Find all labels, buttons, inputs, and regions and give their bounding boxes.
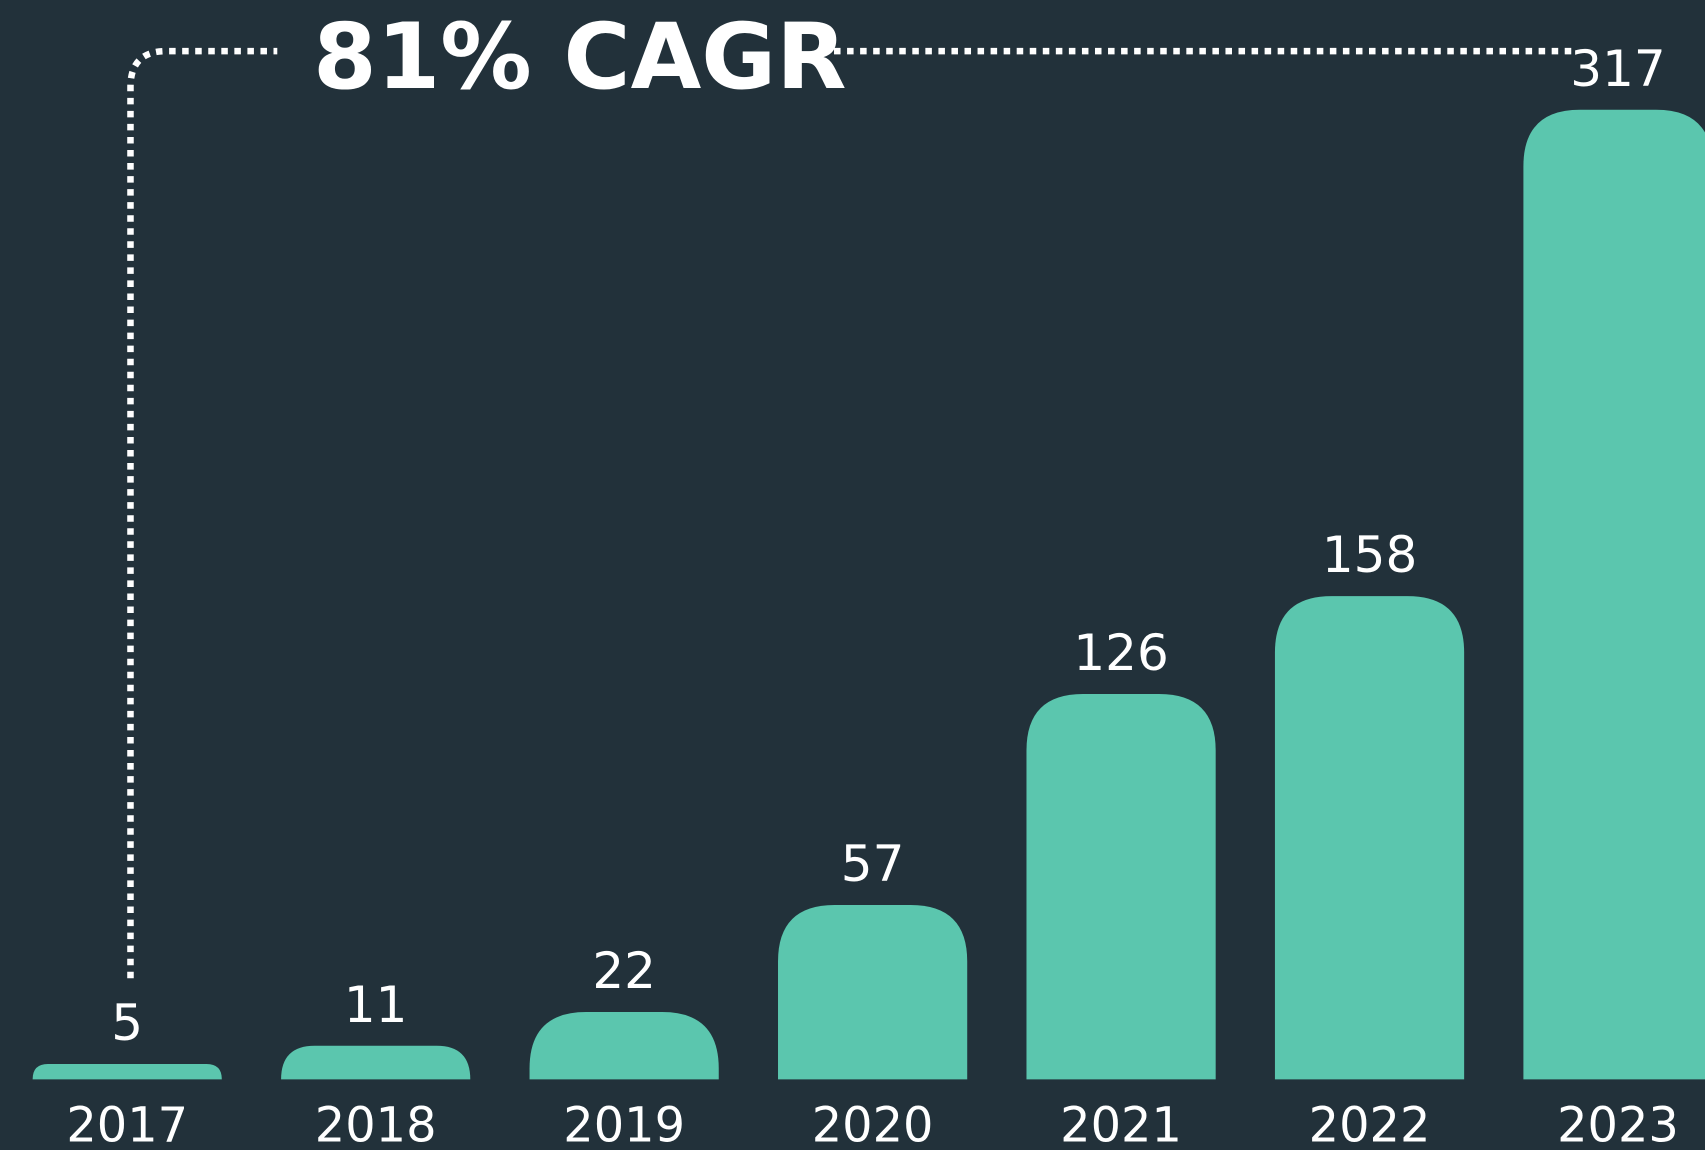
x-tick-label: 2019 [563, 1098, 685, 1150]
x-tick-label: 2021 [1060, 1098, 1182, 1150]
bar [1274, 596, 1465, 1080]
value-label: 5 [111, 994, 143, 1052]
cagr-connector [127, 47, 278, 979]
bar [281, 1045, 471, 1080]
value-label: 158 [1322, 526, 1417, 584]
bar [32, 1064, 222, 1080]
value-label: 22 [592, 942, 656, 1000]
value-label: 317 [1570, 40, 1665, 98]
x-tick-label: 2020 [812, 1098, 934, 1150]
x-tick-label: 2017 [66, 1098, 188, 1150]
value-label: 126 [1073, 624, 1168, 682]
bar [529, 1012, 719, 1080]
bar [1523, 109, 1705, 1080]
value-label: 57 [841, 835, 905, 893]
x-tick-label: 2023 [1557, 1098, 1679, 1150]
bar [778, 905, 968, 1080]
x-tick-label: 2018 [315, 1098, 437, 1150]
value-label: 11 [344, 976, 408, 1034]
x-tick-label: 2022 [1309, 1098, 1431, 1150]
annotation: 81% CAGR [313, 3, 846, 110]
bar [1026, 693, 1216, 1080]
